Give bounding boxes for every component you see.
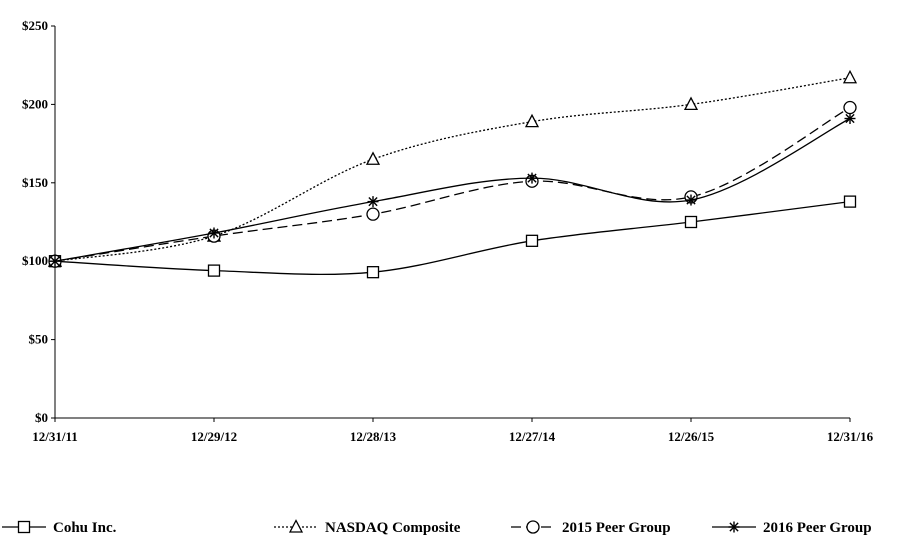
legend-marker [728,521,740,533]
data-point [524,113,540,128]
series-line [54,77,851,262]
x-tick-label: 12/27/14 [509,429,556,444]
x-tick-label: 12/26/15 [668,429,715,444]
series-nasdaq-composite [47,69,858,267]
data-point [684,215,698,229]
y-tick-label: $150 [22,175,48,190]
chart-axes: $0 $50 $100 $150 $200 $250 12/31/11 12/29/12 12/… [22,18,874,444]
legend-label: 2016 Peer Group [763,520,872,536]
legend: Cohu Inc. NASDAQ Composite 2015 Peer Group… [2,519,872,536]
data-point [366,207,380,221]
legend-item-2015-peer-group: 2015 Peer Group [511,520,671,536]
series-line [54,117,851,262]
y-tick-label: $0 [35,410,48,425]
series-line [54,200,851,276]
data-point [49,255,61,267]
data-point [843,100,857,115]
x-tick-label: 12/31/16 [827,429,874,444]
legend-item-cohu-inc: Cohu Inc. [2,520,117,536]
legend-item-nasdaq-composite: NASDAQ Composite [274,519,461,536]
y-tick-label: $250 [22,18,48,33]
data-point [367,196,379,208]
y-tick-label: $100 [22,253,48,268]
series-cohu-inc [48,195,857,279]
series-2016-peer-group [49,113,856,267]
x-tick-label: 12/31/11 [32,429,78,444]
data-point [842,69,858,84]
legend-item-2016-peer-group: 2016 Peer Group [712,520,872,536]
series-layer [47,69,858,279]
legend-marker [526,520,540,534]
legend-marker [17,520,31,534]
data-point [685,194,697,206]
legend-label: 2015 Peer Group [562,520,671,536]
x-tick-label: 12/28/13 [350,429,397,444]
series-line [54,106,851,262]
data-point [843,195,857,208]
data-point [683,96,699,111]
legend-marker [288,519,304,533]
x-tick-label: 12/29/12 [191,429,237,444]
data-point [525,234,539,247]
legend-label: Cohu Inc. [53,520,117,536]
legend-label: NASDAQ Composite [325,520,461,536]
data-point [208,227,220,239]
data-point [526,172,538,184]
data-point [366,266,380,279]
data-point [844,113,856,125]
y-tick-label: $200 [22,96,48,111]
y-tick-label: $50 [29,332,49,347]
data-point [365,151,381,165]
data-point [207,264,221,277]
